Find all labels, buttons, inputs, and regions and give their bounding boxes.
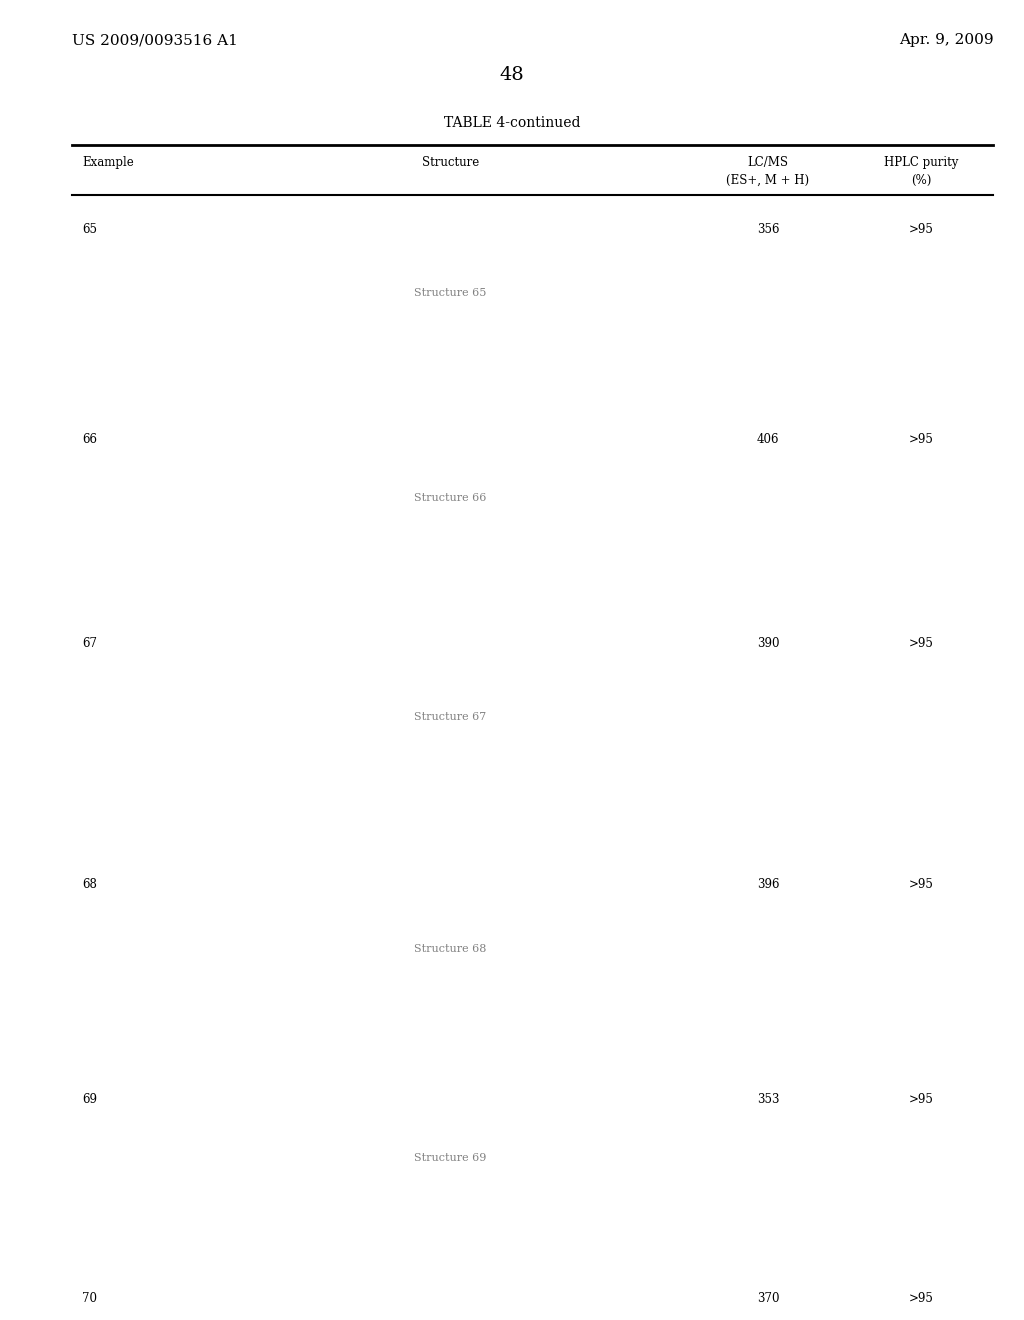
- Text: >95: >95: [909, 223, 934, 236]
- Text: >95: >95: [909, 1093, 934, 1106]
- Text: >95: >95: [909, 1292, 934, 1304]
- Text: Structure 66: Structure 66: [415, 494, 486, 503]
- Text: 406: 406: [757, 433, 779, 446]
- Text: Apr. 9, 2009: Apr. 9, 2009: [899, 33, 993, 48]
- Text: Example: Example: [82, 156, 134, 169]
- Text: 67: 67: [82, 636, 97, 649]
- Text: >95: >95: [909, 636, 934, 649]
- Text: 396: 396: [757, 878, 779, 891]
- Text: TABLE 4-continued: TABLE 4-continued: [443, 116, 581, 131]
- Text: 370: 370: [757, 1292, 779, 1304]
- Text: (ES+, M + H): (ES+, M + H): [726, 174, 810, 187]
- Text: Structure 65: Structure 65: [415, 288, 486, 298]
- Text: Structure 68: Structure 68: [415, 944, 486, 954]
- Text: 390: 390: [757, 636, 779, 649]
- Text: 48: 48: [500, 66, 524, 84]
- Text: 69: 69: [82, 1093, 97, 1106]
- Text: 356: 356: [757, 223, 779, 236]
- Text: >95: >95: [909, 433, 934, 446]
- Text: 70: 70: [82, 1292, 97, 1304]
- Text: 66: 66: [82, 433, 97, 446]
- Text: 65: 65: [82, 223, 97, 236]
- Text: (%): (%): [911, 174, 932, 187]
- Text: Structure 67: Structure 67: [415, 711, 486, 722]
- Text: Structure 69: Structure 69: [415, 1154, 486, 1163]
- Text: HPLC purity: HPLC purity: [885, 156, 958, 169]
- Text: 68: 68: [82, 878, 97, 891]
- Text: LC/MS: LC/MS: [748, 156, 788, 169]
- Text: 353: 353: [757, 1093, 779, 1106]
- Text: US 2009/0093516 A1: US 2009/0093516 A1: [72, 33, 238, 48]
- Text: >95: >95: [909, 878, 934, 891]
- Text: Structure: Structure: [422, 156, 479, 169]
